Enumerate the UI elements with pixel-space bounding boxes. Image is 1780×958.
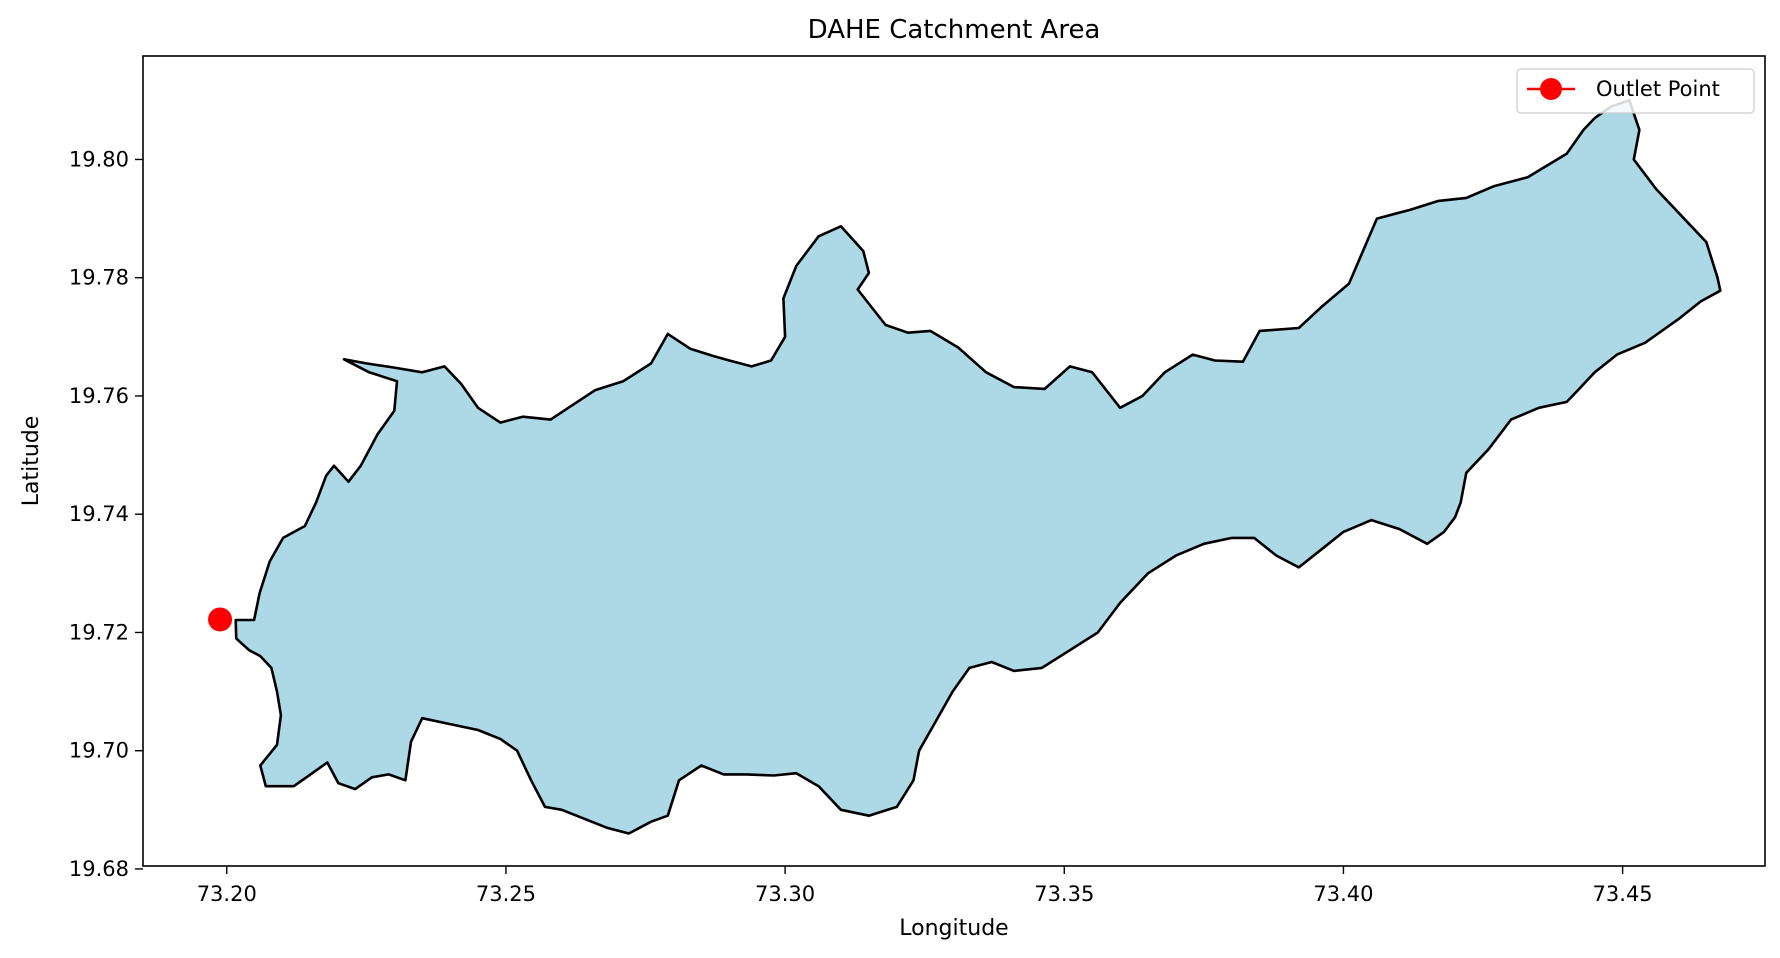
legend: Outlet Point bbox=[1516, 68, 1755, 114]
x-tick-label: 73.20 bbox=[197, 882, 257, 906]
legend-entry-outlet-point: Outlet Point bbox=[1596, 77, 1720, 101]
legend-marker-icon bbox=[1540, 78, 1562, 100]
y-tick-label: 19.76 bbox=[69, 384, 129, 408]
chart-title: DAHE Catchment Area bbox=[808, 15, 1101, 45]
x-axis-ticks: 73.20 73.25 73.30 73.35 73.40 73.45 bbox=[197, 866, 1653, 906]
legend-box bbox=[1516, 68, 1755, 114]
x-axis-label: Longitude bbox=[899, 916, 1008, 941]
y-axis-ticks: 19.68 19.70 19.72 19.74 19.76 19.78 19.80 bbox=[69, 147, 143, 881]
x-tick-label: 73.25 bbox=[476, 882, 536, 906]
y-tick-label: 19.78 bbox=[69, 266, 129, 290]
y-tick-label: 19.74 bbox=[69, 502, 129, 526]
x-tick-label: 73.40 bbox=[1313, 882, 1373, 906]
x-tick-label: 73.35 bbox=[1034, 882, 1094, 906]
y-axis-label: Latitude bbox=[19, 416, 44, 507]
x-tick-label: 73.45 bbox=[1593, 882, 1653, 906]
y-tick-label: 19.80 bbox=[69, 147, 129, 171]
plot-area bbox=[208, 99, 1722, 835]
y-tick-label: 19.72 bbox=[69, 620, 129, 644]
outlet-point-marker bbox=[208, 607, 233, 632]
x-tick-label: 73.30 bbox=[755, 882, 815, 906]
catchment-polygon bbox=[234, 99, 1722, 835]
y-tick-label: 19.68 bbox=[69, 857, 129, 881]
y-tick-label: 19.70 bbox=[69, 739, 129, 763]
axes-frame bbox=[142, 55, 1766, 867]
